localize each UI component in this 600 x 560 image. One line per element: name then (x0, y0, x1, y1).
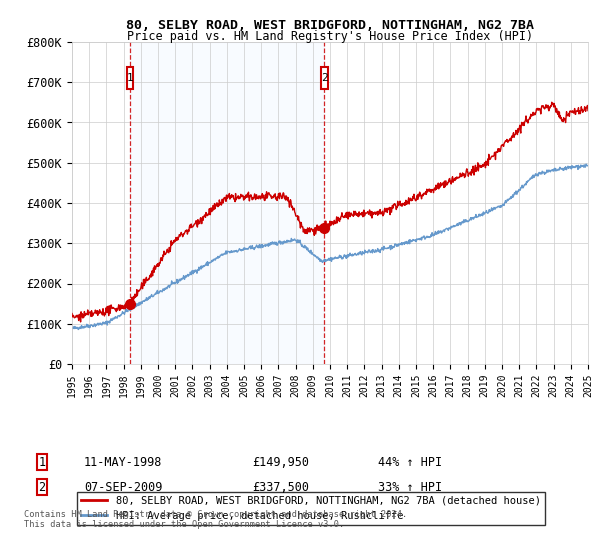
Text: £337,500: £337,500 (252, 480, 309, 494)
Text: 11-MAY-1998: 11-MAY-1998 (84, 455, 163, 469)
Text: £149,950: £149,950 (252, 455, 309, 469)
Text: Price paid vs. HM Land Registry's House Price Index (HPI): Price paid vs. HM Land Registry's House … (127, 30, 533, 43)
Text: Contains HM Land Registry data © Crown copyright and database right 2024.
This d: Contains HM Land Registry data © Crown c… (24, 510, 407, 529)
Text: 1: 1 (127, 73, 133, 83)
Bar (130, 42, 325, 364)
Text: 1: 1 (38, 455, 46, 469)
Text: 44% ↑ HPI: 44% ↑ HPI (378, 455, 442, 469)
Text: 2: 2 (321, 73, 328, 83)
FancyBboxPatch shape (322, 67, 328, 89)
Text: 80, SELBY ROAD, WEST BRIDGFORD, NOTTINGHAM, NG2 7BA: 80, SELBY ROAD, WEST BRIDGFORD, NOTTINGH… (126, 18, 534, 32)
Text: 33% ↑ HPI: 33% ↑ HPI (378, 480, 442, 494)
FancyBboxPatch shape (127, 67, 133, 89)
Text: 07-SEP-2009: 07-SEP-2009 (84, 480, 163, 494)
Text: 2: 2 (38, 480, 46, 494)
Legend: 80, SELBY ROAD, WEST BRIDGFORD, NOTTINGHAM, NG2 7BA (detached house), HPI: Avera: 80, SELBY ROAD, WEST BRIDGFORD, NOTTINGH… (77, 492, 545, 525)
